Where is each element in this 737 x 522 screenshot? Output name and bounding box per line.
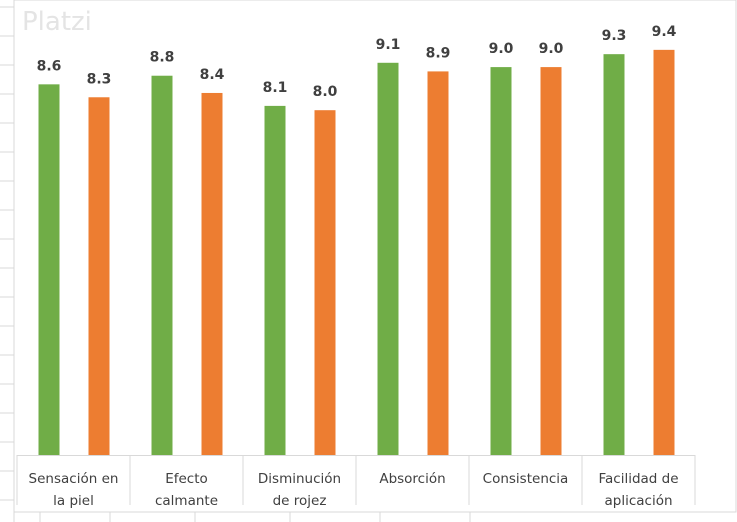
category-label: la piel — [53, 493, 94, 509]
bar-green — [377, 62, 399, 455]
data-label: 8.9 — [426, 45, 451, 61]
bar-orange — [653, 49, 675, 456]
data-label: 9.0 — [539, 41, 564, 57]
bar-orange — [314, 110, 336, 455]
category-label: Sensación en — [29, 471, 119, 487]
chart-area — [13, 0, 737, 513]
bar-green — [603, 54, 625, 456]
data-label: 8.3 — [87, 71, 112, 87]
category-label: Efecto — [165, 471, 208, 487]
data-label: 8.0 — [313, 84, 338, 100]
data-label: 9.0 — [489, 41, 514, 57]
category-label: Consistencia — [483, 471, 569, 487]
bar-orange — [201, 92, 223, 456]
category-label: de rojez — [273, 493, 327, 509]
watermark-logo: Platzi — [22, 7, 92, 37]
data-label: 8.6 — [37, 58, 62, 74]
data-label: 9.4 — [652, 24, 677, 40]
bar-orange — [88, 97, 110, 456]
data-label: 9.3 — [602, 28, 627, 44]
category-label: aplicación — [604, 493, 672, 509]
bar-green — [264, 105, 286, 455]
bar-green — [490, 67, 512, 455]
bar-orange — [427, 71, 449, 455]
data-label: 8.4 — [200, 67, 225, 83]
data-label: 8.8 — [150, 50, 175, 66]
bar-green — [151, 75, 173, 455]
category-label: Absorción — [379, 471, 445, 487]
data-label: 8.1 — [263, 80, 288, 96]
category-label: calmante — [155, 493, 218, 509]
bar-orange — [540, 67, 562, 455]
bar-green — [38, 84, 60, 455]
category-label: Facilidad de — [598, 471, 678, 487]
data-label: 9.1 — [376, 37, 401, 53]
category-label: Disminución — [258, 471, 341, 487]
